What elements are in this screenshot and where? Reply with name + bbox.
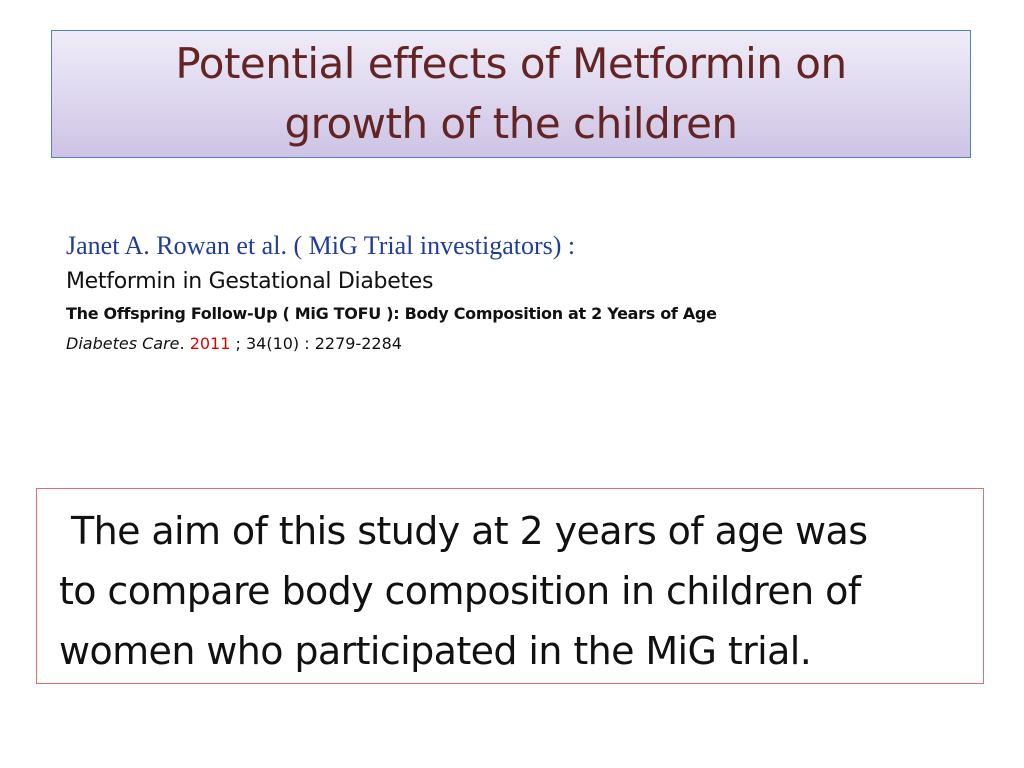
reference-journal-separator: . bbox=[179, 334, 190, 353]
aim-line-3: women who participated in the MiG trial. bbox=[59, 629, 812, 673]
reference-journal: Diabetes Care bbox=[66, 334, 180, 353]
reference-details: ; 34(10) : 2279-2284 bbox=[230, 334, 402, 353]
aim-line-2: to compare body composition in children … bbox=[59, 569, 861, 613]
reference-year: 2011 bbox=[189, 334, 231, 353]
reference-block: Janet A. Rowan et al. ( MiG Trial invest… bbox=[66, 230, 966, 356]
slide-title-box: Potential effects of Metformin on growth… bbox=[51, 30, 971, 158]
slide-title-line-2: growth of the children bbox=[284, 99, 738, 148]
reference-authors: Janet A. Rowan et al. ( MiG Trial invest… bbox=[66, 231, 576, 260]
reference-subtitle: The Offspring Follow-Up ( MiG TOFU ): Bo… bbox=[66, 304, 717, 323]
slide-title: Potential effects of Metformin on growth… bbox=[175, 34, 847, 154]
slide-title-line-1: Potential effects of Metformin on bbox=[175, 39, 847, 88]
aim-line-1: The aim of this study at 2 years of age … bbox=[71, 509, 868, 553]
aim-box: The aim of this study at 2 years of age … bbox=[36, 488, 984, 684]
aim-statement: The aim of this study at 2 years of age … bbox=[59, 501, 969, 681]
reference-title: Metformin in Gestational Diabetes bbox=[66, 269, 434, 294]
reference-citation: Diabetes Care. 2011 ; 34(10) : 2279-2284 bbox=[66, 332, 966, 356]
